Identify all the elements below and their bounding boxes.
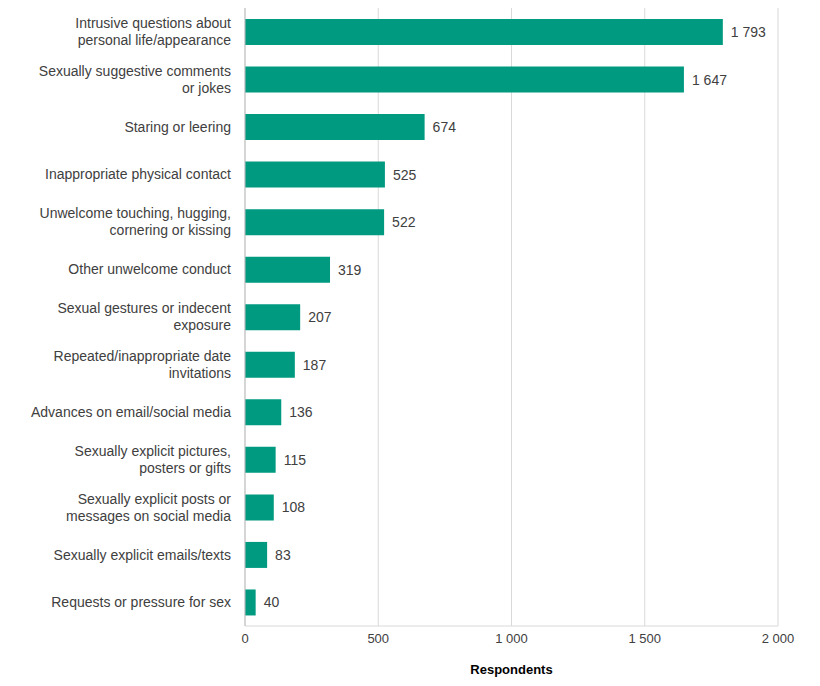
svg-text:136: 136 bbox=[289, 404, 313, 420]
svg-text:Sexually suggestive commentsor: Sexually suggestive commentsor jokes bbox=[39, 63, 231, 96]
svg-text:Sexual gestures or indecentexp: Sexual gestures or indecentexposure bbox=[57, 300, 231, 333]
svg-text:Sexually explicit posts ormess: Sexually explicit posts ormessages on so… bbox=[66, 491, 231, 524]
svg-text:207: 207 bbox=[308, 309, 332, 325]
svg-text:Staring or leering: Staring or leering bbox=[124, 119, 231, 135]
svg-text:83: 83 bbox=[275, 547, 291, 563]
svg-text:Advances on email/social media: Advances on email/social media bbox=[31, 404, 231, 420]
svg-text:2 000: 2 000 bbox=[762, 631, 795, 646]
svg-text:108: 108 bbox=[282, 499, 306, 515]
svg-text:525: 525 bbox=[393, 167, 417, 183]
svg-text:Unwelcome touching, hugging,co: Unwelcome touching, hugging,cornering or… bbox=[40, 205, 231, 238]
svg-text:Intrusive questions aboutperso: Intrusive questions aboutpersonal life/a… bbox=[75, 15, 231, 48]
svg-text:187: 187 bbox=[303, 357, 327, 373]
svg-text:Sexually explicit emails/texts: Sexually explicit emails/texts bbox=[54, 547, 231, 563]
svg-text:1 500: 1 500 bbox=[628, 631, 661, 646]
svg-text:500: 500 bbox=[367, 631, 389, 646]
svg-text:1 793: 1 793 bbox=[731, 24, 766, 40]
svg-text:319: 319 bbox=[338, 262, 362, 278]
svg-text:115: 115 bbox=[284, 452, 307, 468]
svg-text:1 647: 1 647 bbox=[692, 72, 727, 88]
svg-text:Sexually explicit pictures,pos: Sexually explicit pictures,posters or gi… bbox=[75, 443, 231, 476]
svg-text:0: 0 bbox=[241, 631, 248, 646]
svg-text:674: 674 bbox=[433, 119, 457, 135]
svg-text:Repeated/inappropriate dateinv: Repeated/inappropriate dateinvitations bbox=[54, 348, 232, 381]
svg-text:Inappropriate physical contact: Inappropriate physical contact bbox=[45, 166, 231, 182]
svg-text:Other unwelcome conduct: Other unwelcome conduct bbox=[68, 261, 231, 277]
svg-text:522: 522 bbox=[392, 214, 416, 230]
svg-text:Requests or pressure for sex: Requests or pressure for sex bbox=[51, 594, 231, 610]
svg-text:Respondents: Respondents bbox=[470, 662, 552, 677]
svg-text:40: 40 bbox=[264, 594, 280, 610]
svg-text:1 000: 1 000 bbox=[495, 631, 528, 646]
